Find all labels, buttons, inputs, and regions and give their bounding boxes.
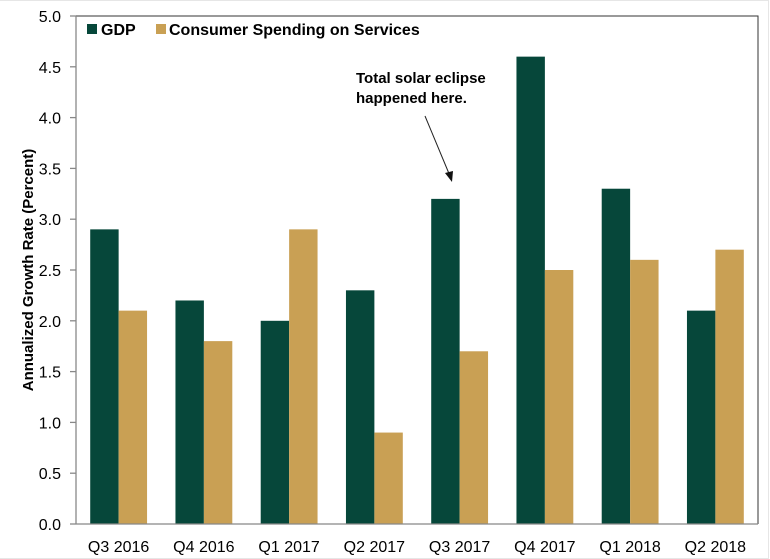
y-tick-label: 4.0 (39, 111, 61, 128)
bar-gdp-q3-2016 (90, 229, 119, 525)
y-tick-label: 3.5 (39, 161, 61, 178)
y-tick-label: 2.0 (39, 314, 61, 331)
y-tick-label: 1.5 (39, 365, 61, 382)
bar-gdp-q4-2016 (175, 300, 204, 524)
legend-label-consumer-spending: Consumer Spending on Services (169, 22, 420, 39)
bar-gdp-q2-2018 (686, 310, 716, 524)
bar-gdp-q4-2017 (516, 56, 545, 524)
bar-consumer-spending-q4-2017 (544, 270, 574, 524)
bar-consumer-spending-q3-2016 (118, 310, 148, 524)
y-tick-label: 4.5 (39, 60, 61, 77)
bar-gdp-q1-2018 (601, 188, 631, 524)
y-tick-label: 3.0 (39, 212, 61, 229)
plot-border-line (76, 15, 759, 524)
annotation-solar-eclipse: Total solar eclipse happened here. (356, 70, 486, 182)
bar-consumer-spending-q2-2017 (374, 432, 403, 524)
annotation-line-2: happened here. (356, 90, 467, 107)
bar-consumer-spending-q3-2017 (459, 351, 489, 524)
x-tick-label: Q4 2017 (514, 539, 575, 556)
y-tick-label: 1.0 (39, 415, 61, 432)
annotation-arrow-line (424, 115, 451, 177)
x-tick-label: Q3 2017 (429, 539, 490, 556)
x-tick-label: Q1 2018 (599, 539, 660, 556)
legend-swatch-gdp (87, 24, 97, 34)
bar-gdp-q3-2017 (431, 198, 460, 524)
bar-consumer-spending-q4-2016 (203, 341, 233, 524)
legend-label-gdp: GDP (101, 22, 136, 39)
plot-border (76, 15, 759, 524)
y-tick-label: 0.5 (39, 466, 61, 483)
bar-gdp-q1-2017 (260, 320, 290, 524)
legend-swatch-consumer-spending (156, 24, 166, 34)
bar-consumer-spending-q2-2018 (715, 249, 744, 524)
x-tick-label: Q4 2016 (173, 539, 234, 556)
x-tick-label: Q3 2016 (88, 539, 149, 556)
x-tick-label: Q2 2018 (685, 539, 746, 556)
y-tick-label: 0.0 (39, 517, 61, 534)
y-tick-label: 2.5 (39, 263, 61, 280)
bars (90, 56, 744, 525)
y-axis: 0.0 0.5 1.0 1.5 2.0 2.5 3.0 3.5 4.0 4.5 5.0 (39, 9, 77, 534)
x-tick-label: Q1 2017 (258, 539, 319, 556)
annotation-line-1: Total solar eclipse (356, 70, 486, 87)
x-tick-label: Q2 2017 (344, 539, 405, 556)
annotation-arrowhead (445, 171, 453, 182)
legend: GDP Consumer Spending on Services (87, 22, 420, 39)
y-axis-title: Annualized Growth Rate (Percent) (20, 149, 37, 392)
bar-consumer-spending-q1-2017 (289, 229, 318, 525)
x-axis: Q3 2016 Q4 2016 Q1 2017 Q2 2017 Q3 2017 Q4 20… (76, 523, 758, 556)
bar-consumer-spending-q1-2018 (630, 259, 659, 524)
y-tick-label: 5.0 (39, 9, 61, 26)
bar-gdp-q2-2017 (345, 290, 375, 524)
